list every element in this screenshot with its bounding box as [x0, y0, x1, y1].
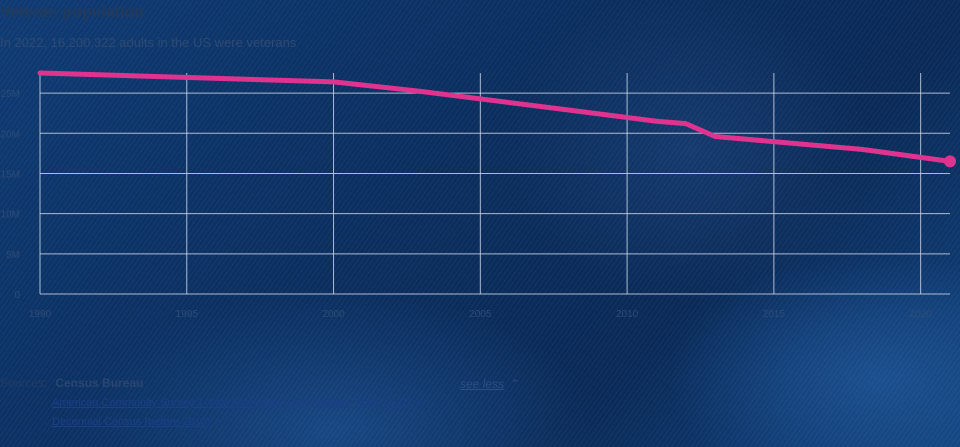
- x-tick-label: 1990: [29, 309, 52, 320]
- x-tick-label: 2015: [763, 309, 786, 320]
- series-endpoint-marker: [944, 155, 956, 168]
- series-line: [37, 70, 953, 164]
- y-tick-label: 15M: [1, 169, 20, 180]
- y-tick-label: 0: [14, 290, 20, 301]
- chart-axis-ticks: 1990 1995 2000 2005 2010 2015 2020 0 5M 10M 15M 20M…: [1, 89, 933, 320]
- chart-title: Veteran population: [0, 4, 145, 21]
- chart-subtitle: In 2022, 16,200,322 adults in the US wer…: [0, 35, 297, 50]
- x-tick-label: 1995: [176, 309, 199, 320]
- x-tick-label: 2020: [910, 309, 933, 320]
- source-link-acs-label: American Community Survey 1-Year Estimat…: [52, 397, 412, 409]
- chart-series: [37, 70, 956, 168]
- sources-line: Sources: Census Bureau: [0, 376, 143, 390]
- y-tick-label: 5M: [6, 250, 20, 261]
- x-tick-label: 2010: [616, 309, 639, 320]
- external-link-icon: ↗: [213, 417, 222, 428]
- see-less-label: see less: [460, 377, 505, 391]
- chevron-up-icon: ⌃: [510, 377, 521, 391]
- external-link-icon: ↗: [414, 398, 423, 409]
- x-tick-label: 2000: [322, 309, 345, 320]
- chart-grid: [39, 73, 950, 295]
- source-name: Census Bureau: [55, 376, 144, 390]
- source-link-decennial[interactable]: Decennial Census (before 2010) ↗: [52, 416, 222, 428]
- sources-label: Sources:: [0, 376, 48, 390]
- y-tick-label: 20M: [1, 129, 20, 140]
- x-tick-label: 2005: [469, 309, 492, 320]
- y-tick-label: 25M: [1, 89, 20, 100]
- source-link-decennial-label: Decennial Census (before 2010): [52, 416, 211, 428]
- y-tick-label: 10M: [1, 210, 20, 221]
- source-link-acs[interactable]: American Community Survey 1-Year Estimat…: [52, 397, 422, 409]
- see-less-toggle[interactable]: see less ⌃: [460, 377, 520, 391]
